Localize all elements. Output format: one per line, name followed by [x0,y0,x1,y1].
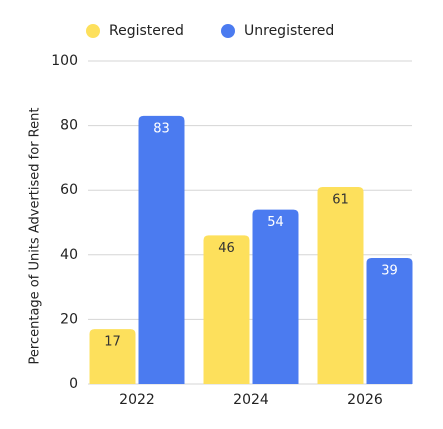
value-label: 39 [381,264,398,279]
value-label: 61 [332,192,349,207]
y-tick-label: 60 [60,182,78,198]
bar [138,115,185,384]
value-label: 54 [267,215,284,230]
y-tick-label: 100 [51,53,78,69]
bar [317,186,364,384]
x-tick-label: 2022 [119,392,155,408]
value-label: 17 [104,335,121,350]
value-label: 46 [218,241,235,256]
legend-label: Registered [109,23,184,39]
bar [366,258,413,384]
y-axis-title: Percentage of Units Advertised for Rent [28,108,43,365]
y-tick-label: 40 [60,247,78,263]
y-tick-label: 80 [60,118,78,134]
bar [252,209,299,384]
legend-swatch [221,24,235,38]
x-tick-label: 2024 [233,392,269,408]
legend-label: Unregistered [244,23,334,39]
bar [203,235,250,384]
bar [89,329,136,384]
y-tick-label: 0 [69,376,78,392]
legend-swatch [86,24,100,38]
y-tick-label: 20 [60,311,78,327]
value-label: 83 [153,121,170,136]
x-tick-label: 2026 [347,392,383,408]
